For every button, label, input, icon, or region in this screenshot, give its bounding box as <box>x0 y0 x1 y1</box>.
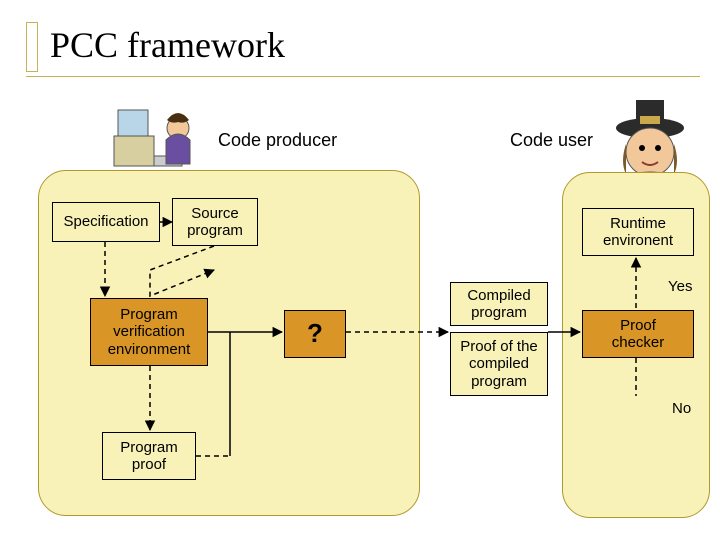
verification-env-text: Programverificationenvironment <box>108 306 191 358</box>
proof-checker-box: Proofchecker <box>582 310 694 358</box>
title-underline <box>26 76 700 77</box>
question-text: ? <box>307 319 323 349</box>
runtime-env-box: Runtimeenvironent <box>582 208 694 256</box>
proof-compiled-text: Proof of thecompiledprogram <box>460 338 538 390</box>
program-proof-text: Programproof <box>120 439 178 474</box>
question-box: ? <box>284 310 346 358</box>
compiled-program-text: Compiledprogram <box>467 287 530 322</box>
title-accent <box>26 22 38 72</box>
verification-env-box: Programverificationenvironment <box>90 298 208 366</box>
yes-label: Yes <box>668 278 692 295</box>
source-program-box: Sourceprogram <box>172 198 258 246</box>
producer-label: Code producer <box>218 130 337 151</box>
proof-compiled-box: Proof of thecompiledprogram <box>450 332 548 396</box>
user-label: Code user <box>510 130 593 151</box>
specification-text: Specification <box>63 213 148 230</box>
runtime-env-text: Runtimeenvironent <box>603 215 673 250</box>
producer-clipart <box>112 100 202 180</box>
program-proof-box: Programproof <box>102 432 196 480</box>
source-program-text: Sourceprogram <box>187 205 243 240</box>
no-label: No <box>672 400 691 417</box>
proof-checker-text: Proofchecker <box>612 317 665 352</box>
page-title: PCC framework <box>50 24 285 66</box>
specification-box: Specification <box>52 202 160 242</box>
compiled-program-box: Compiledprogram <box>450 282 548 326</box>
